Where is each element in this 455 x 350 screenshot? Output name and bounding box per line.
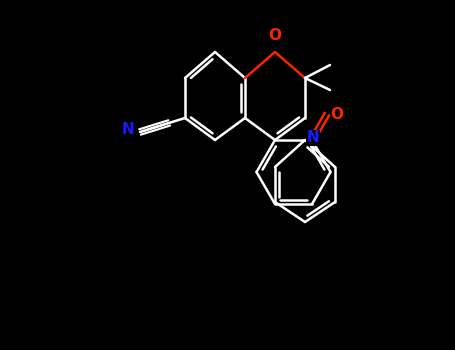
Text: O: O	[268, 28, 282, 43]
Text: O: O	[330, 106, 343, 121]
Text: N: N	[307, 131, 319, 146]
Text: N: N	[121, 121, 134, 136]
